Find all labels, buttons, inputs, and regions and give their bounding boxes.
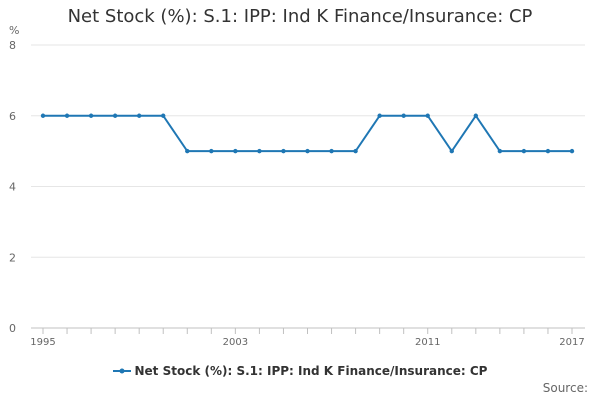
data-point xyxy=(136,113,142,118)
data-point xyxy=(233,148,238,154)
data-point xyxy=(353,148,358,154)
data-point xyxy=(257,148,262,154)
data-point xyxy=(161,113,166,118)
x-tick-label: 1995 xyxy=(30,337,55,348)
y-tick-label: 4 xyxy=(9,181,16,194)
x-tick-label: 2011 xyxy=(415,337,440,348)
series-line xyxy=(43,114,572,153)
y-axis-unit-label: % xyxy=(9,24,20,37)
x-tick-label: 2017 xyxy=(559,337,584,348)
legend-label: Net Stock (%): S.1: IPP: Ind K Finance/I… xyxy=(134,364,488,378)
data-point xyxy=(64,113,70,118)
data-point xyxy=(209,148,214,154)
data-point xyxy=(473,113,479,118)
data-point xyxy=(305,148,310,154)
data-point xyxy=(497,148,503,154)
data-point xyxy=(449,148,454,154)
legend-swatch-icon xyxy=(112,368,131,374)
data-point xyxy=(329,148,334,154)
data-point xyxy=(425,113,430,118)
data-point xyxy=(112,113,118,118)
data-point xyxy=(521,148,527,154)
legend[interactable]: Net Stock (%): S.1: IPP: Ind K Finance/I… xyxy=(0,364,600,378)
y-tick-label: 6 xyxy=(9,110,16,123)
data-point xyxy=(545,148,551,154)
y-tick-label: 0 xyxy=(9,322,16,335)
data-point xyxy=(569,148,575,154)
data-point xyxy=(281,148,286,154)
data-point xyxy=(88,113,94,118)
x-tick-label: 2003 xyxy=(223,337,248,348)
data-point xyxy=(377,113,382,118)
y-tick-label: 8 xyxy=(9,39,16,52)
source-label: Source: xyxy=(542,381,588,395)
data-point xyxy=(401,113,406,118)
chart-title: Net Stock (%): S.1: IPP: Ind K Finance/I… xyxy=(67,6,533,27)
data-point xyxy=(185,148,190,154)
y-tick-label: 2 xyxy=(9,251,16,264)
data-point xyxy=(40,113,46,118)
